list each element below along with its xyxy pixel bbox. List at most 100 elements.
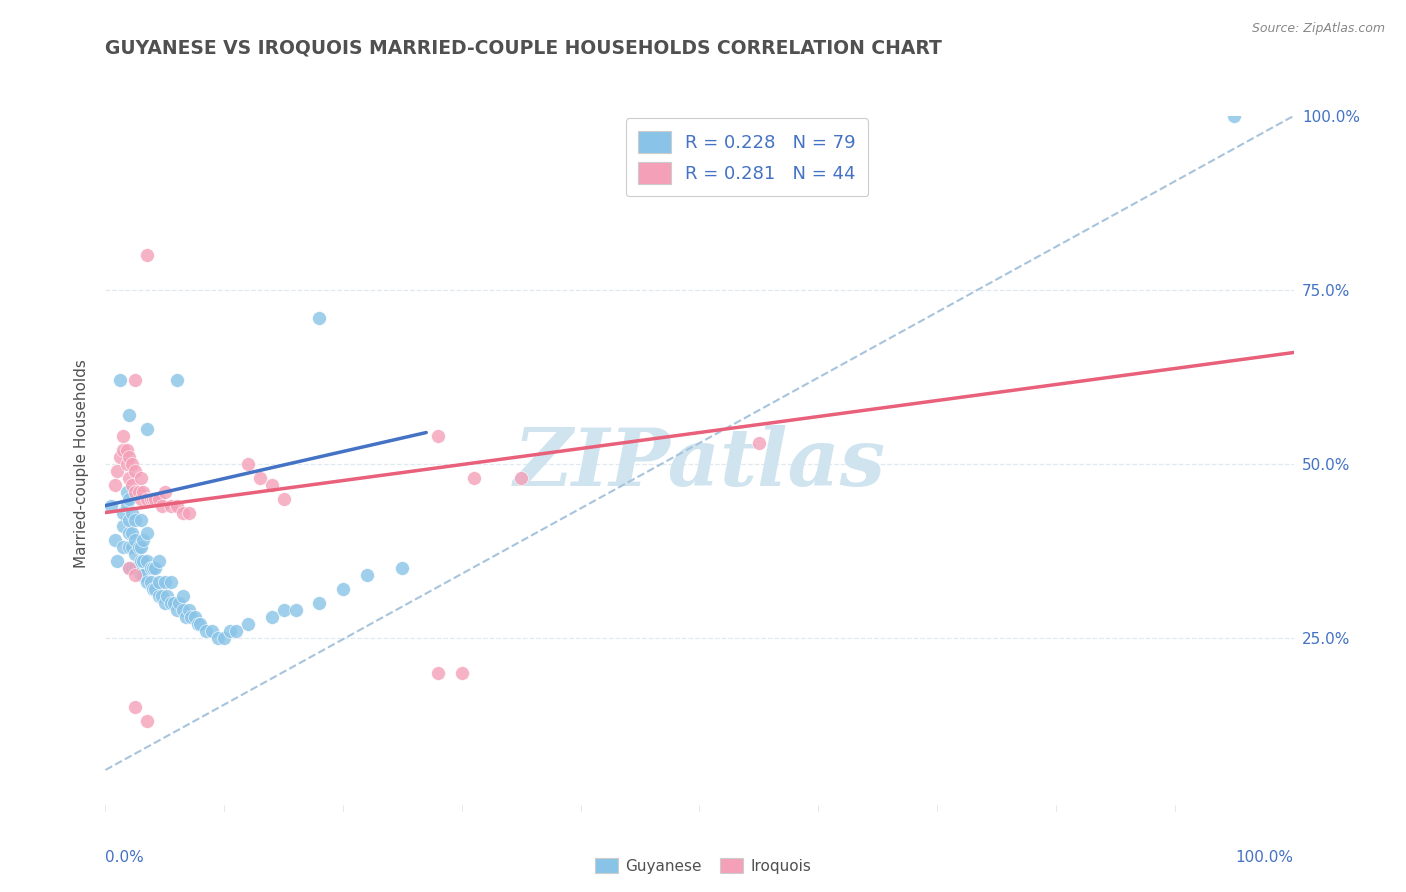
Point [136, 714, 159, 729]
Point [124, 512, 146, 526]
Legend: R = 0.228   N = 79, R = 0.281   N = 44: R = 0.228 N = 79, R = 0.281 N = 44 [626, 118, 869, 196]
Point [152, 589, 174, 603]
Point [136, 248, 159, 262]
Point [1223, 109, 1246, 123]
Point [115, 442, 138, 457]
Point [118, 491, 141, 506]
Point [219, 624, 242, 638]
Point [284, 603, 307, 617]
Point [118, 541, 141, 555]
Point [148, 589, 170, 603]
Point [118, 408, 141, 422]
Point [104, 477, 127, 491]
Point [195, 624, 218, 638]
Point [260, 610, 283, 624]
Point [108, 373, 131, 387]
Point [136, 422, 159, 436]
Point [450, 665, 472, 680]
Point [273, 491, 295, 506]
Point [139, 491, 162, 506]
Point [225, 624, 247, 638]
Point [132, 484, 155, 499]
Point [427, 665, 450, 680]
Point [159, 499, 181, 513]
Point [236, 616, 259, 631]
Point [142, 582, 165, 596]
Text: ZIPatlas: ZIPatlas [513, 425, 886, 502]
Point [148, 554, 170, 568]
Point [129, 471, 152, 485]
Point [129, 512, 152, 526]
Point [112, 506, 135, 520]
Point [174, 610, 197, 624]
Point [129, 491, 152, 506]
Point [132, 568, 155, 582]
Point [142, 491, 165, 506]
Point [139, 575, 162, 590]
Point [105, 464, 128, 478]
Point [163, 596, 186, 610]
Point [142, 561, 165, 575]
Point [249, 471, 271, 485]
Point [172, 506, 194, 520]
Point [121, 457, 143, 471]
Point [180, 610, 202, 624]
Point [115, 457, 138, 471]
Point [136, 554, 159, 568]
Point [118, 471, 141, 485]
Point [177, 506, 200, 520]
Point [129, 554, 152, 568]
Point [124, 561, 146, 575]
Point [128, 541, 150, 555]
Point [391, 561, 413, 575]
Point [356, 568, 378, 582]
Point [214, 631, 236, 645]
Point [153, 596, 176, 610]
Point [118, 450, 141, 464]
Text: 100.0%: 100.0% [1236, 850, 1294, 865]
Point [108, 450, 131, 464]
Point [136, 526, 159, 541]
Point [166, 373, 188, 387]
Point [124, 464, 146, 478]
Point [166, 499, 188, 513]
Point [308, 310, 330, 325]
Point [121, 506, 143, 520]
Point [121, 541, 143, 555]
Point [118, 561, 141, 575]
Point [143, 561, 166, 575]
Point [112, 442, 135, 457]
Point [190, 616, 212, 631]
Point [143, 582, 166, 596]
Point [172, 603, 194, 617]
Point [260, 477, 283, 491]
Point [121, 561, 143, 575]
Point [273, 603, 295, 617]
Text: GUYANESE VS IROQUOIS MARRIED-COUPLE HOUSEHOLDS CORRELATION CHART: GUYANESE VS IROQUOIS MARRIED-COUPLE HOUS… [105, 39, 942, 58]
Legend: Guyanese, Iroquois: Guyanese, Iroquois [589, 852, 817, 880]
Point [510, 471, 533, 485]
Point [132, 533, 155, 548]
Point [104, 533, 127, 548]
Point [124, 373, 146, 387]
Point [115, 499, 138, 513]
Point [128, 484, 150, 499]
Point [129, 568, 152, 582]
Point [152, 499, 174, 513]
Point [121, 526, 143, 541]
Point [115, 484, 138, 499]
Point [100, 499, 122, 513]
Point [308, 596, 330, 610]
Point [124, 547, 146, 561]
Point [139, 561, 162, 575]
Point [121, 477, 143, 491]
Point [153, 484, 176, 499]
Point [463, 471, 485, 485]
Point [124, 484, 146, 499]
Point [177, 603, 200, 617]
Point [159, 575, 181, 590]
Point [118, 561, 141, 575]
Point [124, 568, 146, 582]
Point [118, 512, 141, 526]
Point [112, 429, 135, 443]
